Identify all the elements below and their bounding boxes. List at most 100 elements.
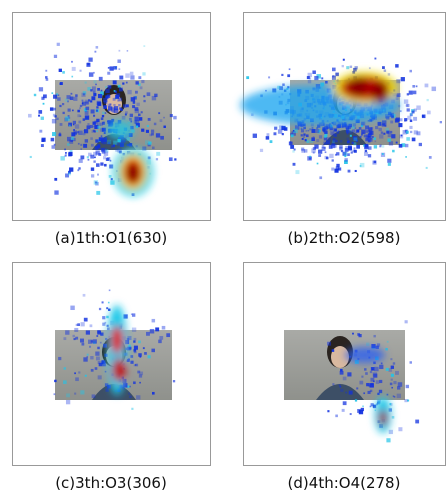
fixation-dot [324,131,327,134]
fixation-dot [134,338,137,341]
fixation-dot [332,383,334,385]
fixation-dot [103,105,106,108]
fixation-dot [51,138,55,142]
fixation-dot [352,142,354,144]
fixation-dot [347,372,351,376]
fixation-dot [287,74,290,77]
fixation-dot [122,82,124,84]
fixation-dot [413,117,417,121]
fixation-dot [343,59,345,61]
fixation-dot [96,163,100,167]
fixation-dot [69,167,73,171]
fixation-dot [108,110,110,112]
fixation-dot [82,102,86,106]
fixation-dot [92,394,96,398]
fixation-dot [350,135,352,137]
fixation-dot [113,145,115,147]
fixation-dot [93,93,96,96]
fixation-dot [358,334,361,337]
fixation-dot [91,369,94,372]
fixation-dot [368,391,371,394]
fixation-dot [93,126,95,128]
fixation-dot [309,156,311,158]
fixation-dot [83,93,85,95]
fixation-dot [41,117,44,120]
fixation-dot [301,129,304,132]
fixation-dot [162,326,166,330]
fixation-dot [391,134,395,138]
fixation-dot [327,342,331,346]
fixation-dot [97,102,100,105]
fixation-dot [415,420,419,424]
fixation-dot [392,416,395,419]
fixation-dot [91,167,94,170]
fixation-dot [105,371,107,373]
fixation-dot [152,147,155,150]
fixation-dot [95,352,99,356]
fixation-dot [74,372,76,374]
fixation-dot [64,118,68,122]
fixation-dot [352,129,355,132]
fixation-dot [170,114,173,117]
fixation-dot [270,140,273,143]
fixation-dot [52,119,56,123]
fixation-dot [391,374,394,377]
fixation-dot [59,69,62,72]
fixation-dot [318,154,321,157]
fixation-dot [347,133,349,135]
fixation-dot [354,137,358,141]
fixation-dot [376,380,380,384]
fixation-dot [65,330,69,334]
figure: (a)1th:O1(630) (b)2th:O2(598) (c)3th:O3(… [0,0,446,495]
fixation-dot [379,134,383,138]
fixation-dot [390,131,393,134]
fixation-dot [85,82,87,84]
fixation-dot [289,142,293,146]
fixation-dot [74,328,78,332]
fixation-dot [390,358,392,360]
fixation-dot [57,43,60,46]
fixation-dot [109,66,113,70]
fixation-dot [60,156,64,160]
fixation-dot [306,130,308,132]
fixation-dot [87,125,91,129]
fixation-dot [127,144,129,146]
fixation-dot [166,333,170,337]
fixation-dot [86,117,88,119]
fixation-dot [350,66,352,68]
fixation-dot [101,117,104,120]
fixation-dot [104,101,107,104]
fixation-dot [106,388,109,391]
fixation-dot [144,352,147,355]
fixation-dot [87,354,89,356]
fixation-dot [54,190,58,194]
fixation-dot [407,116,411,120]
fixation-dot [62,71,65,74]
fixation-dot [118,148,122,152]
fixation-dot [70,124,72,126]
fixation-dot [160,136,164,140]
fixation-dot [96,335,98,337]
fixation-dot [70,306,74,310]
fixation-dot [412,85,415,88]
fixation-dot [329,145,333,149]
fixation-dot [84,318,88,322]
fixation-dot [346,66,349,69]
fixation-dot [88,58,92,62]
fixation-dot [102,122,105,125]
fixation-dot [75,124,79,128]
fixation-dot [108,67,110,69]
fixation-dot [130,72,134,76]
fixation-dot [126,82,128,84]
fixation-dot [174,158,176,160]
fixation-dot [361,122,364,125]
fixation-dot [295,170,299,174]
fixation-dot [106,307,108,309]
fixation-dot [105,112,107,114]
fixation-dot [63,112,65,114]
fixation-dot [134,346,138,350]
fixation-dot [406,137,410,141]
fixation-dot [391,366,394,369]
fixation-dot [333,81,335,83]
fixation-dot [355,399,357,401]
